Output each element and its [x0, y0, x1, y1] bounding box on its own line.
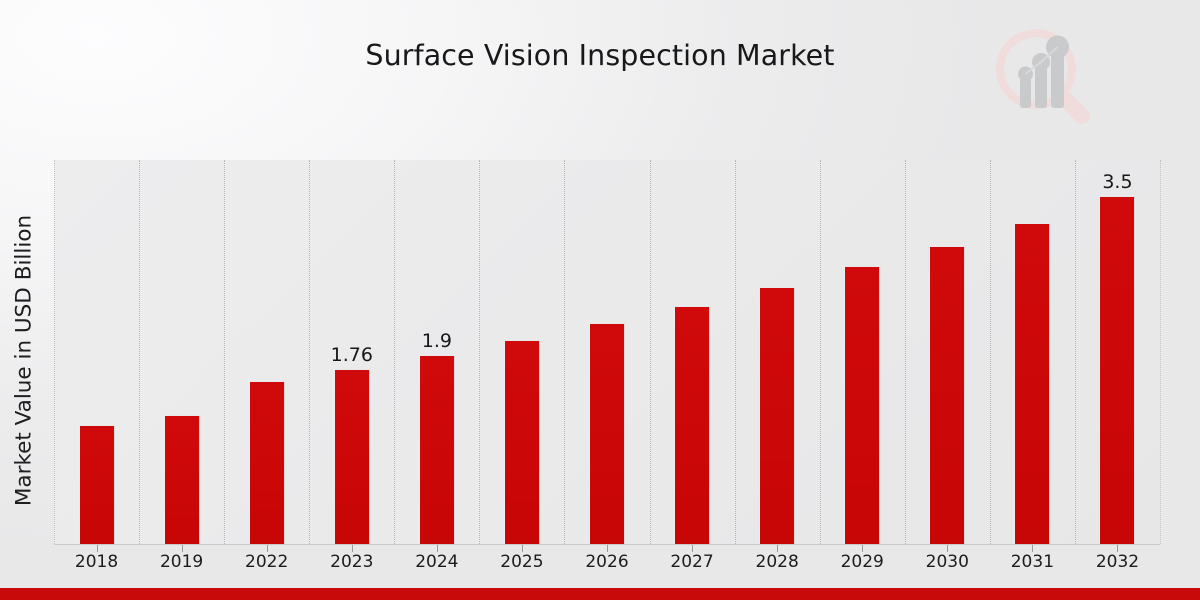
bar-2029[interactable] — [844, 266, 881, 544]
bar-group[interactable]: 3.5 — [1099, 160, 1136, 544]
x-tick-label-2023: 2023 — [330, 552, 374, 572]
bar-2025[interactable] — [503, 340, 540, 544]
bar-group[interactable] — [844, 160, 881, 544]
x-tick-mark — [862, 545, 864, 552]
bar-2019[interactable] — [163, 414, 200, 544]
gridline — [224, 160, 226, 544]
gridline — [1160, 160, 1161, 544]
x-tick-label-2031: 2031 — [1010, 552, 1055, 572]
x-tick-mark — [521, 545, 523, 552]
gridline — [394, 160, 396, 544]
gridline — [309, 160, 311, 544]
x-tick-label-2029: 2029 — [840, 552, 884, 572]
gridline — [649, 160, 651, 544]
gridline — [734, 160, 736, 544]
x-tick-label-2018: 2018 — [74, 552, 119, 572]
magnifier-chart-icon — [996, 29, 1090, 124]
bar-2018[interactable] — [78, 424, 115, 544]
x-tick-mark — [266, 545, 268, 552]
bar-2023[interactable] — [333, 368, 370, 544]
bar-2026[interactable] — [589, 323, 625, 544]
gridline — [564, 160, 566, 544]
bar-2030[interactable] — [929, 245, 966, 544]
gridline — [139, 160, 141, 544]
gridline — [54, 160, 55, 544]
bar-group[interactable] — [589, 160, 625, 544]
bar-2032[interactable] — [1099, 195, 1136, 544]
x-tick-mark — [692, 545, 694, 552]
x-tick-label-2027: 2027 — [670, 552, 714, 572]
bottom-accent-strip — [0, 588, 1200, 600]
plot-area: 1.76 1.9 3.5 — [54, 160, 1161, 545]
bar-group[interactable] — [248, 160, 285, 544]
gridline — [819, 160, 821, 544]
x-tick-mark — [96, 545, 98, 552]
x-tick-label-2026: 2026 — [585, 552, 629, 572]
x-tick-mark — [1032, 545, 1034, 552]
bar-group[interactable]: 1.76 — [330, 160, 373, 544]
gridline — [904, 160, 906, 544]
page-title: Surface Vision Inspection Market — [365, 39, 835, 72]
bar-2028[interactable] — [759, 287, 796, 544]
bar-value-label-2023: 1.76 — [330, 343, 373, 366]
x-tick-mark — [947, 545, 949, 552]
bar-group[interactable] — [1014, 160, 1051, 544]
gridline — [989, 160, 991, 544]
x-tick-label-2019: 2019 — [159, 552, 204, 572]
bar-group[interactable] — [674, 160, 711, 544]
y-axis-title: Market Value in USD Billion — [11, 214, 37, 507]
bar-group[interactable] — [759, 160, 796, 544]
bar-2024[interactable] — [418, 355, 455, 544]
x-tick-mark — [1117, 545, 1119, 552]
x-tick-mark — [436, 545, 438, 552]
x-tick-mark — [181, 545, 183, 552]
bar-2031[interactable] — [1014, 222, 1051, 544]
bar-value-label-2032: 3.5 — [1102, 170, 1133, 193]
bar-group[interactable] — [929, 160, 966, 544]
gridline — [1074, 160, 1076, 544]
x-tick-label-2025: 2025 — [500, 552, 544, 572]
bar-group[interactable] — [503, 160, 540, 544]
bar-2022[interactable] — [248, 380, 285, 544]
bar-value-label-2024: 1.9 — [421, 330, 452, 352]
x-tick-label-2022: 2022 — [245, 552, 289, 572]
bar-group[interactable] — [163, 160, 200, 544]
bar-group[interactable]: 1.9 — [418, 160, 455, 544]
gridline — [479, 160, 481, 544]
x-tick-label-2032: 2032 — [1095, 552, 1140, 572]
bar-group[interactable] — [78, 160, 115, 544]
x-tick-label-2024: 2024 — [415, 552, 459, 572]
x-tick-mark — [351, 545, 353, 552]
brand-logo — [988, 24, 1094, 124]
x-tick-label-2028: 2028 — [755, 552, 799, 572]
bar-2027[interactable] — [674, 306, 711, 544]
x-tick-mark — [777, 545, 779, 552]
x-tick-label-2030: 2030 — [925, 552, 969, 572]
x-tick-mark — [607, 545, 608, 552]
